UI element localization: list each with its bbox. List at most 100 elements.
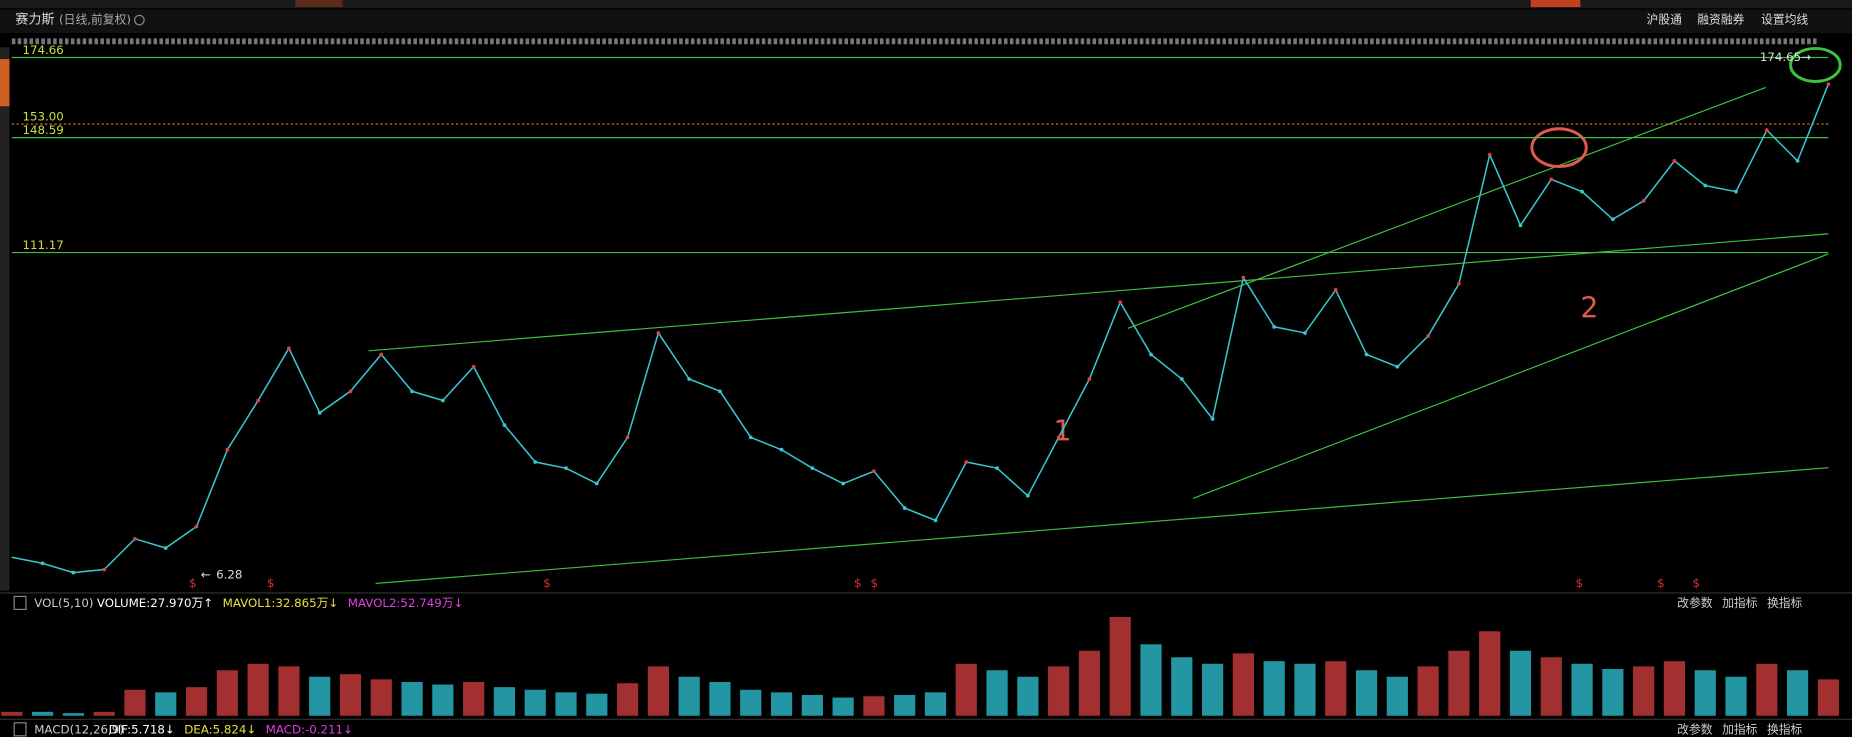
price-point xyxy=(1457,281,1461,286)
volume-bar xyxy=(1817,679,1839,716)
volume-bar xyxy=(339,674,362,716)
volume-bar xyxy=(1756,663,1778,716)
volume-bar xyxy=(1786,670,1809,716)
volume-bar xyxy=(894,694,916,716)
price-point xyxy=(1118,300,1123,305)
event-marker[interactable]: $ xyxy=(267,576,275,590)
volume-bar xyxy=(155,692,177,716)
indicator-readout: MAVOL2:52.749万↓ xyxy=(348,596,464,610)
price-point xyxy=(1672,159,1677,163)
low-marker: 6.28 xyxy=(216,567,242,581)
toolbar-tab[interactable] xyxy=(295,0,343,8)
level-label: 153.00 xyxy=(22,109,63,123)
price-point xyxy=(1149,352,1153,357)
volume-bar xyxy=(1140,644,1162,716)
price-point xyxy=(718,389,722,394)
price-point xyxy=(933,518,938,523)
volume-bar xyxy=(1602,668,1624,716)
panel-button[interactable]: 加指标 xyxy=(1722,596,1758,610)
volume-bar xyxy=(1509,650,1532,716)
volume-bar xyxy=(832,697,854,716)
volume-bar xyxy=(432,684,454,716)
price-point xyxy=(1734,189,1738,194)
highlight-circle xyxy=(1789,46,1842,83)
volume-bar xyxy=(216,670,238,716)
volume-bar xyxy=(1355,670,1378,716)
price-point xyxy=(625,435,630,440)
event-marker[interactable]: $ xyxy=(1576,576,1584,590)
event-marker[interactable]: $ xyxy=(870,576,878,590)
event-marker[interactable]: $ xyxy=(1693,576,1701,590)
price-point xyxy=(533,460,538,464)
event-marker[interactable]: $ xyxy=(1657,576,1665,590)
volume-bar xyxy=(1,711,23,716)
annotation: 2 xyxy=(1580,291,1598,324)
volume-bar xyxy=(586,693,608,716)
price-point xyxy=(1087,377,1092,381)
header-link[interactable]: 沪股通 xyxy=(1646,13,1682,27)
settings-icon[interactable] xyxy=(134,14,145,26)
volume-bar xyxy=(401,681,423,716)
volume-bar xyxy=(801,694,823,716)
left-scale xyxy=(0,47,10,591)
panel-button[interactable]: 加指标 xyxy=(1722,722,1758,736)
price-point xyxy=(1549,177,1554,182)
volume-bar xyxy=(1725,676,1747,716)
price-point xyxy=(1703,183,1708,188)
price-point xyxy=(379,352,384,357)
price-point xyxy=(440,398,445,403)
volume-bar xyxy=(32,711,54,716)
event-marker[interactable]: $ xyxy=(543,576,551,590)
volume-bar xyxy=(1479,631,1501,716)
help-icon[interactable] xyxy=(13,722,27,737)
volume-bar xyxy=(1417,666,1439,716)
panel-button[interactable]: 改参数 xyxy=(1677,722,1713,736)
price-point xyxy=(810,466,815,471)
price-point xyxy=(40,561,45,566)
price-point xyxy=(502,423,507,428)
toolbar-tab[interactable] xyxy=(1530,0,1581,8)
price-point xyxy=(225,447,230,452)
volume-bar xyxy=(709,681,731,716)
event-marker[interactable]: $ xyxy=(189,576,197,590)
price-point xyxy=(287,346,291,351)
price-point xyxy=(964,460,969,464)
price-line xyxy=(11,83,1830,574)
header-link[interactable]: 融资融券 xyxy=(1697,13,1744,27)
high-arrow: → xyxy=(1801,50,1811,64)
volume-bar xyxy=(1448,650,1470,716)
panel-title: MACD(12,26,9) xyxy=(34,722,124,736)
high-marker: 174.65 xyxy=(1760,50,1801,64)
panel-button[interactable]: 换指标 xyxy=(1767,722,1803,736)
volume-bar xyxy=(1325,661,1347,716)
volume-bar xyxy=(309,676,331,716)
volume-bar xyxy=(1232,653,1254,716)
price-point xyxy=(102,567,107,572)
price-point xyxy=(1487,152,1492,157)
low-arrow: ← xyxy=(201,567,211,581)
price-point xyxy=(1179,377,1184,381)
price-point xyxy=(71,570,76,575)
volume-bar xyxy=(647,666,669,716)
price-point xyxy=(471,364,476,369)
event-marker[interactable]: $ xyxy=(854,576,862,590)
volume-bar xyxy=(185,687,208,716)
price-point xyxy=(779,447,784,452)
panel-button[interactable]: 改参数 xyxy=(1677,596,1713,610)
price-point xyxy=(348,389,353,394)
volume-bar xyxy=(1694,670,1716,716)
header-link[interactable]: 设置均线 xyxy=(1761,13,1808,27)
level-label: 111.17 xyxy=(22,238,63,252)
panel-button[interactable]: 换指标 xyxy=(1767,596,1803,610)
indicator-readout: VOLUME:27.970万↑ xyxy=(97,596,213,610)
trend-line xyxy=(368,233,1829,352)
price-point xyxy=(256,398,261,403)
price-point xyxy=(163,546,168,550)
help-icon[interactable] xyxy=(13,595,27,611)
price-point xyxy=(410,389,414,394)
stock-name: 赛力斯 xyxy=(15,12,54,28)
volume-bar xyxy=(924,692,947,716)
